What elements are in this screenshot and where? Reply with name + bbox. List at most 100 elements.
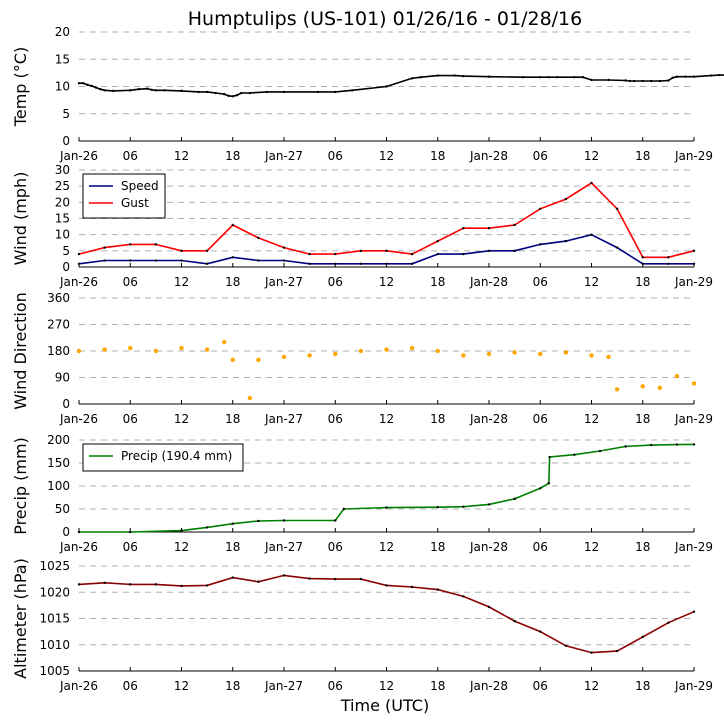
- x-tick-label: 18: [635, 149, 650, 163]
- x-tick-label: 06: [533, 412, 548, 426]
- data-point: [179, 345, 184, 351]
- x-tick-label: 12: [174, 149, 189, 163]
- y-tick-label: 0: [62, 260, 70, 274]
- x-tick-label: 18: [225, 679, 240, 693]
- data-point: [624, 79, 627, 82]
- data-point: [573, 76, 576, 79]
- x-tick-label: 06: [533, 149, 548, 163]
- x-tick-label: 12: [584, 412, 599, 426]
- data-point: [231, 95, 234, 98]
- data-point: [129, 89, 132, 92]
- data-point: [359, 262, 363, 265]
- series-line-gust: [78, 181, 695, 259]
- data-point: [235, 94, 239, 97]
- x-tick-label: 12: [379, 275, 394, 289]
- data-point: [564, 644, 568, 647]
- data-point: [282, 246, 286, 249]
- x-tick-label: Jan-27: [264, 412, 303, 426]
- data-point: [521, 76, 525, 79]
- data-point: [247, 395, 253, 401]
- panel-altimeter: 1005 1010 1015 1020 1025 Jan-26 06 12 18 Jan-27 06…: [11, 558, 713, 693]
- data-point: [436, 505, 439, 509]
- data-point: [512, 350, 517, 355]
- y-tick-label: 200: [47, 433, 70, 447]
- data-point: [99, 88, 102, 91]
- data-point: [77, 583, 81, 586]
- x-axis-label: Time (UTC): [340, 696, 429, 715]
- data-point: [102, 347, 107, 352]
- data-point: [180, 259, 183, 262]
- data-point: [163, 89, 166, 92]
- y-tick-label: 0: [62, 525, 70, 539]
- y-tick-label: 15: [55, 212, 70, 226]
- data-point: [265, 90, 269, 94]
- data-point: [624, 445, 627, 448]
- data-point: [103, 89, 106, 92]
- data-point: [282, 574, 286, 577]
- x-tick-label: Jan-28: [469, 679, 508, 693]
- data-point: [641, 256, 644, 259]
- data-point: [257, 519, 260, 523]
- y-tick-label: 90: [55, 371, 70, 385]
- data-point: [462, 252, 465, 256]
- data-point: [539, 630, 542, 633]
- data-point: [674, 373, 680, 379]
- data-point: [316, 90, 320, 94]
- x-tick-label: Jan-29: [674, 412, 713, 426]
- data-point: [137, 88, 140, 91]
- data-point: [667, 79, 670, 82]
- data-point: [513, 619, 516, 623]
- data-point: [385, 262, 388, 265]
- x-tick-label: Jan-26: [59, 412, 98, 426]
- data-point: [410, 77, 414, 80]
- data-point: [718, 73, 721, 77]
- data-point: [436, 74, 439, 77]
- data-point: [231, 522, 234, 525]
- data-point: [590, 78, 593, 82]
- data-point: [564, 197, 568, 201]
- data-point: [538, 351, 543, 357]
- data-point: [385, 584, 388, 587]
- data-point: [342, 507, 345, 511]
- data-point: [180, 584, 183, 588]
- data-point: [436, 588, 439, 591]
- data-point: [257, 236, 260, 240]
- data-point: [77, 252, 81, 256]
- data-point: [461, 353, 466, 358]
- data-point: [641, 79, 644, 83]
- data-point: [334, 90, 337, 94]
- x-tick-label: 06: [533, 540, 548, 554]
- x-tick-label: 12: [379, 679, 394, 693]
- x-tick-label: 06: [533, 275, 548, 289]
- x-tick-label: 18: [635, 679, 650, 693]
- data-point: [573, 453, 576, 456]
- data-point: [641, 635, 644, 639]
- x-tick-label: 18: [635, 275, 650, 289]
- data-point: [308, 577, 311, 580]
- y-tick-label: 100: [47, 479, 70, 493]
- panel-wind-direction: 0 90 180 270 360 Jan-26 06 12 18 Jan-27 06 12 18 Jan-…: [11, 291, 713, 426]
- data-point: [692, 610, 696, 613]
- x-tick-label: Jan-29: [674, 149, 713, 163]
- y-tick-label: 10: [55, 80, 70, 94]
- data-point: [539, 76, 542, 79]
- data-point: [82, 82, 85, 85]
- x-tick-label: Jan-26: [59, 275, 98, 289]
- x-tick-label: Jan-26: [59, 679, 98, 693]
- data-point: [671, 76, 674, 79]
- y-tick-label: 20: [55, 195, 70, 209]
- x-tick-label: 18: [430, 679, 445, 693]
- data-point: [640, 384, 645, 389]
- x-tick-label: 12: [584, 149, 599, 163]
- x-tick-label: 12: [379, 149, 394, 163]
- legend-box: [82, 443, 244, 472]
- data-point: [90, 84, 94, 88]
- data-point: [205, 249, 209, 253]
- chart-title: Humptulips (US-101) 01/26/16 - 01/28/16: [188, 8, 583, 30]
- data-point: [410, 252, 414, 256]
- y-axis-label: Altimeter (hPa): [11, 558, 30, 679]
- data-point: [230, 357, 235, 363]
- data-point: [334, 252, 337, 256]
- data-point: [614, 387, 620, 392]
